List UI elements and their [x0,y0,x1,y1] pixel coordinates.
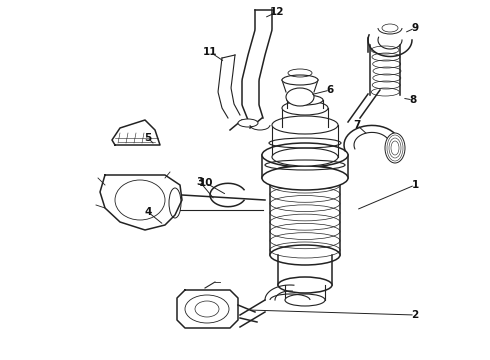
Text: 10: 10 [199,178,213,188]
Ellipse shape [282,101,328,115]
Text: 6: 6 [326,85,334,95]
Ellipse shape [272,116,338,134]
Ellipse shape [278,277,332,293]
Text: 8: 8 [409,95,416,105]
Ellipse shape [238,119,258,127]
Ellipse shape [272,148,338,166]
Ellipse shape [262,166,348,190]
Text: 12: 12 [270,7,284,17]
Ellipse shape [270,245,340,265]
Text: 1: 1 [412,180,418,190]
Text: 11: 11 [203,47,217,57]
Ellipse shape [285,294,325,306]
Text: 4: 4 [145,207,152,217]
Ellipse shape [385,133,405,163]
Ellipse shape [287,95,323,105]
Text: 7: 7 [353,120,361,130]
Text: 3: 3 [196,177,204,187]
Text: 9: 9 [412,23,418,33]
Ellipse shape [286,88,314,106]
Text: 2: 2 [412,310,418,320]
Ellipse shape [262,143,348,167]
Ellipse shape [270,165,340,185]
Ellipse shape [282,75,318,85]
Text: 5: 5 [145,133,151,143]
